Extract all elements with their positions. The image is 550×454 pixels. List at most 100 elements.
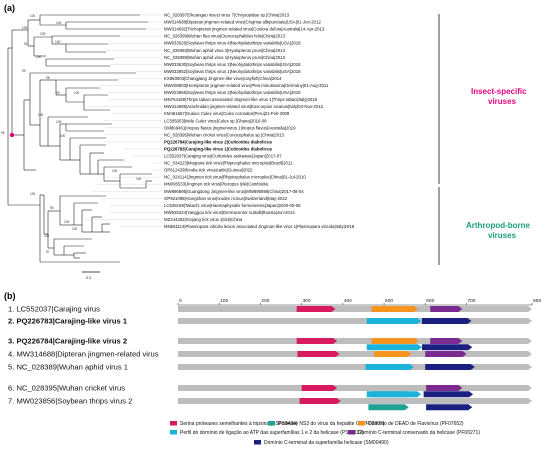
sequence-label: 4. MW314688|Dipteran jingmen-related vir… xyxy=(8,350,159,359)
domain-legend: Serina proteases semelhantes à tripsina … xyxy=(170,421,480,446)
domain-cterm xyxy=(426,385,463,391)
domain-superfam xyxy=(425,364,475,370)
leaf-label: OP921098|Alongshan virus|Ixodes ricinus|… xyxy=(164,196,288,201)
ruler-tick-label: 600 xyxy=(426,298,434,304)
leaf-label: MW023856|Soybean thrips virus 2|Neohydat… xyxy=(164,90,301,95)
phylogenetic-tree xyxy=(7,14,152,263)
bootstrap-value: 99 xyxy=(22,69,26,73)
arthropod-group-label-line1: Arthropod-borne xyxy=(466,221,531,230)
domain-serina xyxy=(301,385,338,391)
leaf-label: LC552037|Carajing virus|Culicoides araka… xyxy=(164,154,282,159)
bootstrap-value: 100 xyxy=(72,227,78,231)
panel-a-label: (a) xyxy=(4,3,15,13)
bootstrap-value: 97 xyxy=(46,250,50,254)
sequence-backbone xyxy=(178,338,532,344)
bootstrap-value: 100 xyxy=(30,192,36,196)
domain-superfam xyxy=(421,344,473,351)
leaf-label: MW896895|Guangdong Jingmen-like virus|MW… xyxy=(164,189,304,194)
legend-label: Perfil do domínio de ligação ao ATP das … xyxy=(180,430,364,436)
domain-serina xyxy=(297,351,340,357)
bootstrap-value: 100 xyxy=(60,134,66,138)
leaf-label: NC_028397|Shuangao insect virus 7|Chryso… xyxy=(164,13,290,18)
leaf-label: KX883003|Changjiang Jingmen-like virus|c… xyxy=(164,76,282,81)
bootstrap-value: 100 xyxy=(44,234,50,238)
sequence-label: 6. NC_028395|Wuhan cricket virus xyxy=(8,384,125,393)
leaf-label: MZ244282|Xinjiang tick virus 1|tick|Chin… xyxy=(164,217,243,222)
ruler-tick-label: 200 xyxy=(261,298,269,304)
domain-atp xyxy=(366,344,422,351)
leaf-label: NC_028389|Wuhan aphid virus 1|Hyalopteru… xyxy=(164,55,286,60)
bootstrap-value: 100 xyxy=(55,40,61,44)
bootstrap-value: 98 xyxy=(46,76,50,80)
leaf-label: NC_028399|Wuhan flea virus|Ctenocephalid… xyxy=(164,34,286,39)
legend-label: Domínio C-terminal da superfamília helic… xyxy=(264,440,389,446)
legend-swatch xyxy=(358,421,365,426)
domain-atp xyxy=(365,364,414,370)
leaf-label: MW033630|Soybean thrips virus 3|Neohydat… xyxy=(164,62,301,67)
domain-serina xyxy=(296,338,338,344)
bootstrap-value: 99 xyxy=(56,91,60,95)
insect-clade-node-marker xyxy=(9,132,15,138)
sequence-ruler: 0 100 200 300 400 500 600 700 859 xyxy=(177,298,541,306)
legend-label: Domínio C-terminal conservado da helicas… xyxy=(358,430,480,436)
sequence-backbone xyxy=(178,385,532,391)
domain-cterm xyxy=(430,306,463,312)
legend-label: Protease NS3 do vírus da hepatite C (PF0… xyxy=(278,421,385,427)
leaf-label: OM869461|Inopus flavus jingmenvirus 1|In… xyxy=(164,125,296,130)
legend-swatch xyxy=(170,430,177,435)
bootstrap-value: 100 xyxy=(56,21,62,25)
ruler-tick-label: 300 xyxy=(303,298,311,304)
insect-group-label-line2: viruses xyxy=(488,97,517,106)
domain-superfam xyxy=(421,318,472,324)
leaf-label: MN764159|Thrips tabaci associated Jingme… xyxy=(164,97,318,102)
domain-cterm xyxy=(425,351,467,357)
legend-swatch xyxy=(348,430,355,435)
leaf-label: MW033852|Soybean thrips virus 1|Neohydat… xyxy=(164,69,301,74)
bootstrap-values: 100 100 100 100 100 91 100 99 98 99 100 … xyxy=(1,14,142,254)
bootstrap-value: 100 xyxy=(74,91,80,95)
leaf-label: PQ226784|Carajing-like virus 2|Culicoide… xyxy=(164,139,273,144)
insect-group-label-line1: Insect-specific xyxy=(471,87,527,96)
sequence-label: 1. LC552037|Carajing virus xyxy=(8,305,100,314)
domain-dead xyxy=(374,351,412,357)
bootstrap-value: 100 xyxy=(36,55,42,59)
domain-dead xyxy=(371,338,419,344)
legend-swatch xyxy=(254,440,261,445)
leaf-label: MW033626|Soybean thrips virus 4|Neohydat… xyxy=(164,41,301,46)
domain-serina xyxy=(299,398,341,404)
legend-label: Serina proteases semelhantes à tripsina … xyxy=(180,421,298,427)
domain-serina xyxy=(296,306,336,312)
leaf-label: PQ226783|Carajing-like virus 1|Culicoide… xyxy=(164,146,273,151)
legend-swatch xyxy=(170,421,177,426)
domain-cterm xyxy=(430,338,463,344)
domain-superfam xyxy=(426,404,473,411)
sequence-backbone xyxy=(178,364,532,370)
leaf-label: MW525324|Yanggou tick virus|Dermacentor … xyxy=(164,210,295,215)
leaf-label: MW208803|Hemipteran jingmen-related viru… xyxy=(164,83,329,88)
leaf-labels: NC_028397|Shuangao insect virus 7|Chryso… xyxy=(164,13,355,230)
leaf-label: MW314692|Trichopteran jingmen-related vi… xyxy=(164,27,325,32)
bootstrap-value: 91 xyxy=(24,42,28,46)
bootstrap-value: 100 xyxy=(136,177,142,181)
bootstrap-value: 100 xyxy=(112,169,118,173)
legend-label: Domínio de DEAD de Flavivírus (PF07652) xyxy=(368,421,464,427)
leaf-label: NC_028395|Wuhan cricket virus|Conocephal… xyxy=(164,132,285,137)
leaf-label: LC505053|Mole Culex virus|Culex sp.|Ghan… xyxy=(164,118,267,123)
sequence-backbone xyxy=(178,306,532,312)
bootstrap-value: 95 xyxy=(50,206,54,210)
leaf-label: LC628198|Takachi virus|Haemaphysalis for… xyxy=(164,203,301,208)
bootstrap-value: 100 xyxy=(56,120,62,124)
ruler-tick-label: 0 xyxy=(179,298,182,304)
sequence-label: 5. NC_028389|Wuhan aphid virus 1 xyxy=(8,363,128,372)
sequence-backbone xyxy=(178,351,532,357)
domain-ns3 xyxy=(368,404,409,411)
domain-dead xyxy=(371,306,418,312)
ruler-tick-label: 859 xyxy=(533,298,541,304)
bootstrap-value: 100 xyxy=(64,220,70,224)
leaf-label: NC_034223|Mogiana tick virus|Rhipicephal… xyxy=(164,161,293,166)
ruler-tick-label: 400 xyxy=(344,298,352,304)
leaf-label: MN095533|Jingmen tick virus|Pteropus lyl… xyxy=(164,182,269,187)
bootstrap-value: 95 xyxy=(1,131,5,135)
domain-atp xyxy=(366,318,422,324)
